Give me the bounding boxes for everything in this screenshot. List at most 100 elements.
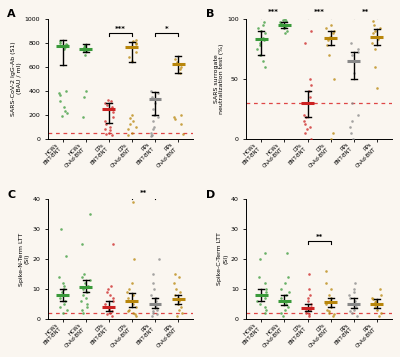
Point xyxy=(107,292,113,298)
Point xyxy=(280,313,286,319)
Point xyxy=(126,54,132,60)
Point xyxy=(150,118,156,124)
Point xyxy=(126,121,133,127)
Point xyxy=(349,52,356,57)
Point xyxy=(103,121,109,127)
Point xyxy=(63,253,69,259)
Point xyxy=(124,298,131,304)
Point xyxy=(125,132,132,138)
Point xyxy=(109,241,116,247)
Point xyxy=(107,99,114,104)
Point xyxy=(60,280,66,286)
Point xyxy=(378,310,384,316)
Point xyxy=(325,292,332,298)
Point xyxy=(56,99,63,104)
Point xyxy=(282,292,289,298)
Point xyxy=(129,58,136,64)
Point xyxy=(325,37,331,43)
Point xyxy=(126,286,132,292)
Point xyxy=(349,118,355,124)
Point xyxy=(306,271,312,277)
Point xyxy=(109,313,116,319)
Point xyxy=(107,124,113,129)
Point xyxy=(154,90,161,96)
Point xyxy=(58,113,65,119)
Point xyxy=(133,41,139,47)
Point xyxy=(376,313,382,319)
Point xyxy=(106,130,112,135)
Point xyxy=(106,307,113,313)
Point xyxy=(62,292,68,298)
Y-axis label: Spike-N-Term LTT
(SI): Spike-N-Term LTT (SI) xyxy=(19,232,30,286)
Point xyxy=(108,132,115,138)
Point xyxy=(355,46,361,51)
Point xyxy=(171,57,178,62)
Point xyxy=(171,61,177,67)
Point xyxy=(307,124,313,129)
Point xyxy=(155,301,162,307)
Point xyxy=(154,312,160,317)
Point xyxy=(152,295,159,301)
Point xyxy=(149,313,156,319)
Point xyxy=(174,59,180,65)
Point xyxy=(348,301,354,307)
Point xyxy=(108,105,115,110)
Text: ***: *** xyxy=(115,26,126,32)
Point xyxy=(63,88,69,94)
Point xyxy=(103,131,109,137)
Point xyxy=(83,295,89,301)
Point xyxy=(132,124,139,129)
Point xyxy=(129,280,136,286)
Point xyxy=(129,112,135,117)
Point xyxy=(129,130,135,135)
Point xyxy=(303,310,310,316)
Point xyxy=(308,136,314,141)
Point xyxy=(132,40,139,46)
Point xyxy=(257,52,263,57)
Point xyxy=(130,256,137,262)
Point xyxy=(282,30,288,36)
Point xyxy=(260,19,267,25)
Point xyxy=(262,310,269,316)
Point xyxy=(109,298,116,304)
Point xyxy=(284,28,290,34)
Point xyxy=(132,304,139,310)
Point xyxy=(83,88,89,94)
Point xyxy=(84,47,90,53)
Point xyxy=(374,36,381,42)
Text: *: * xyxy=(165,26,168,32)
Point xyxy=(130,118,137,124)
Point xyxy=(176,307,182,313)
Point xyxy=(260,22,266,27)
Point xyxy=(56,274,62,280)
Point xyxy=(255,25,261,31)
Point xyxy=(80,286,86,292)
Point xyxy=(328,22,334,27)
Point xyxy=(372,46,378,51)
Point xyxy=(258,28,264,34)
Point xyxy=(79,241,86,247)
Point xyxy=(259,58,266,64)
Point xyxy=(254,46,260,51)
Point xyxy=(282,307,288,313)
Point xyxy=(372,304,378,310)
Point xyxy=(56,92,63,98)
Point xyxy=(125,295,132,301)
Point xyxy=(176,274,183,280)
Point xyxy=(84,283,91,289)
Point xyxy=(352,298,358,304)
Point xyxy=(306,313,312,319)
Point xyxy=(104,286,111,292)
Point xyxy=(79,274,86,280)
Point xyxy=(282,298,288,304)
Point xyxy=(148,133,154,139)
Point xyxy=(61,283,67,289)
Point xyxy=(64,42,70,48)
Point xyxy=(262,286,269,292)
Point xyxy=(262,250,268,256)
Point xyxy=(82,42,89,48)
Point xyxy=(172,271,178,277)
Point xyxy=(302,40,308,46)
Point xyxy=(302,308,309,314)
Point xyxy=(371,300,378,305)
